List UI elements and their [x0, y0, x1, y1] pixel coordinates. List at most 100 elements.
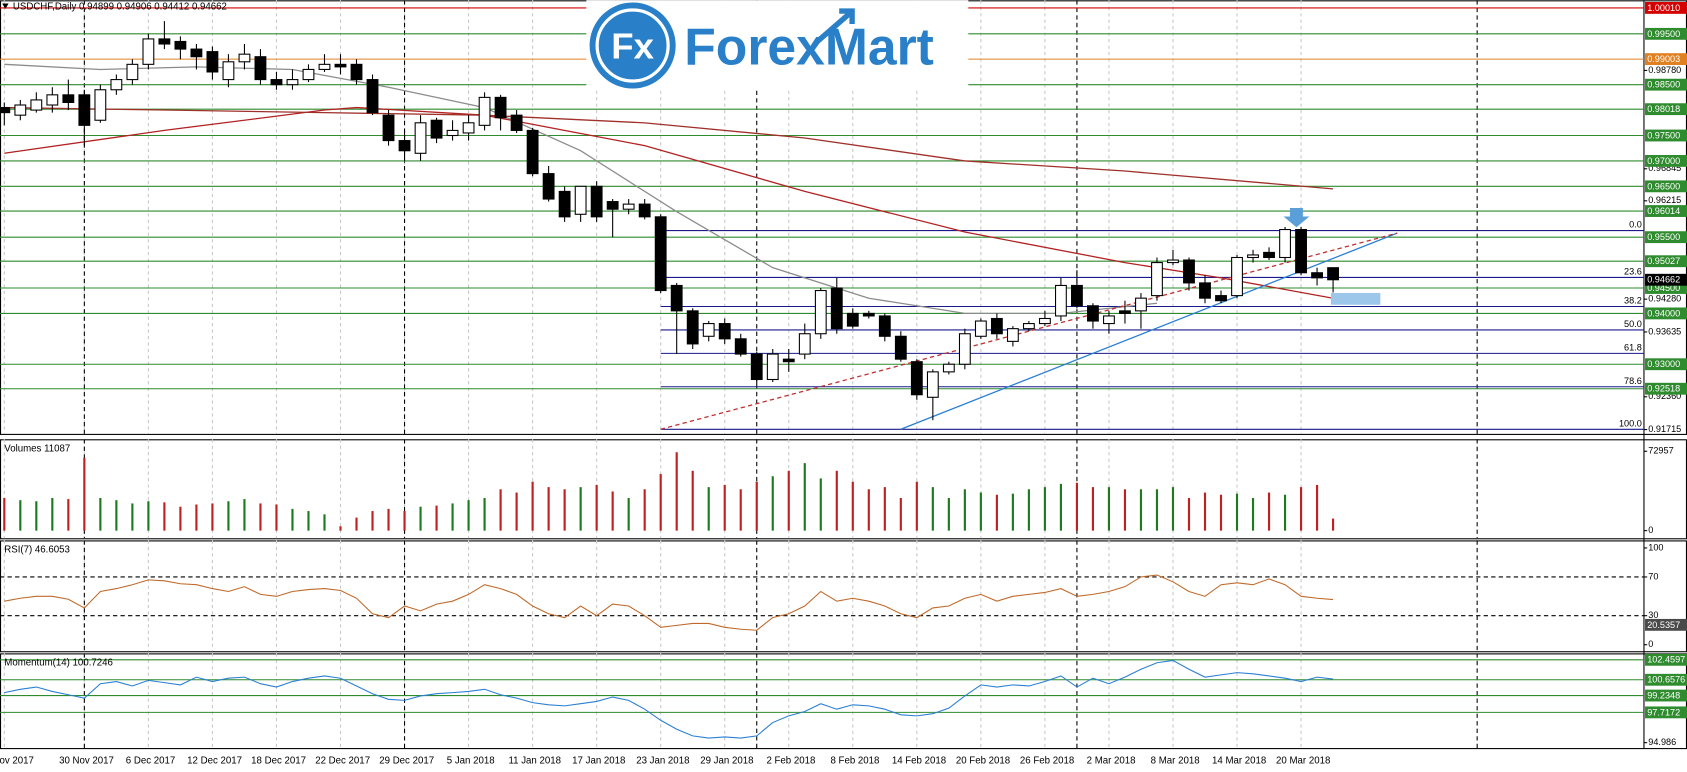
x-tick-label: 8 Feb 2018: [830, 756, 879, 767]
candle-body: [1135, 297, 1147, 312]
candle-body: [702, 323, 715, 337]
candle-body: [1071, 284, 1083, 307]
price-label: 0.94662: [1647, 275, 1680, 285]
candle-body: [46, 94, 59, 106]
price-label-box: [1645, 653, 1687, 666]
x-tick-label: 6 Dec 2017: [126, 756, 175, 767]
candle-body: [798, 333, 811, 355]
x-tick-label: 8 Mar 2018: [1151, 756, 1200, 767]
candle-body: [14, 104, 27, 116]
y-tick-label: 0.96845: [1648, 163, 1681, 173]
candle-body: [0, 107, 11, 114]
candle-body: [638, 203, 651, 218]
price-label: 102.4597: [1647, 655, 1685, 665]
logo-ring: [595, 8, 670, 83]
candle-body: [334, 63, 347, 68]
x-tick-label: 20 Feb 2018: [956, 756, 1010, 767]
price-label-box: [1645, 103, 1687, 116]
x-tick-label: 11 Jan 2018: [508, 756, 561, 767]
x-tick-label: 2 Mar 2018: [1087, 756, 1136, 767]
price-label: 0.96014: [1647, 206, 1680, 216]
panel-title: RSI(7) 46.6053: [4, 545, 70, 556]
trendline: [900, 232, 1398, 430]
x-tick-label: 22 Dec 2017: [315, 756, 370, 767]
candle-body: [686, 310, 699, 345]
fib-label: 78.6: [1624, 376, 1642, 386]
price-label-box: [1645, 231, 1687, 244]
logo-mark: Fx: [611, 25, 654, 66]
candle-body: [846, 312, 859, 327]
x-tick-label: 30 Nov 2017: [59, 756, 114, 767]
candle-body: [766, 353, 779, 381]
price-label-box: [1645, 27, 1687, 40]
candle-body: [1215, 295, 1227, 302]
candle-body: [254, 56, 267, 81]
price-label: 0.99500: [1647, 29, 1680, 39]
candle-body: [1167, 259, 1179, 264]
candle-body: [398, 140, 411, 152]
candle-body: [622, 203, 635, 210]
candle-body: [222, 61, 235, 81]
chart-title: USDCHF,Daily 0.94899 0.94906 0.94412 0.9…: [13, 1, 227, 12]
candle-body: [1199, 282, 1211, 299]
price-label-box: [1645, 673, 1687, 686]
candle-body: [94, 89, 107, 121]
candle-body: [862, 312, 875, 317]
x-tick-label: 12 Dec 2017: [187, 756, 242, 767]
panel-frame: [0, 540, 1687, 653]
panel-title: Momentum(14) 100.7246: [4, 658, 113, 669]
price-label: 1.00010: [1647, 3, 1680, 13]
candle-body: [414, 122, 427, 154]
x-tick-label: 18 Dec 2017: [251, 756, 306, 767]
price-label-box: [1645, 255, 1687, 268]
candle-body: [1247, 254, 1259, 259]
candle-body: [462, 122, 475, 134]
candle-body: [526, 129, 539, 175]
candle-body: [574, 185, 587, 215]
candle-body: [238, 53, 251, 63]
price-label: 0.96500: [1647, 181, 1680, 191]
price-label-box: [1645, 273, 1687, 286]
y-tick-label: 72957: [1648, 446, 1673, 456]
fib-label: 100.0: [1619, 418, 1642, 428]
y-tick-label: 0.93635: [1648, 326, 1681, 336]
price-label: 99.2348: [1647, 691, 1680, 701]
symbol-icon: [2, 3, 9, 9]
candle-body: [318, 63, 331, 70]
price-label: 20.5357: [1647, 620, 1680, 630]
x-tick-label: 17 Jan 2018: [572, 756, 625, 767]
candle-body: [750, 353, 763, 381]
fib-label: 38.2: [1624, 296, 1642, 306]
x-tick-label: 20 Mar 2018: [1276, 756, 1330, 767]
price-label-box: [1645, 53, 1687, 66]
candle-body: [590, 185, 603, 218]
candle-body: [830, 287, 843, 330]
price-label: 0.93000: [1647, 359, 1680, 369]
x-tick-label: 24 Nov 2017: [0, 756, 34, 767]
y-tick-label: 100: [1648, 542, 1663, 552]
candle-body: [126, 63, 139, 81]
candle-body: [718, 323, 731, 340]
price-label: 0.97500: [1647, 130, 1680, 140]
y-tick-label: 0.98780: [1648, 65, 1681, 75]
y-tick-label: 30: [1648, 610, 1658, 620]
y-tick-label: 0.94280: [1648, 294, 1681, 304]
price-label: 0.98018: [1647, 104, 1680, 114]
candle-body: [734, 338, 747, 355]
candle-body: [1038, 317, 1051, 325]
price-label-box: [1645, 358, 1687, 371]
candle-body: [510, 114, 523, 131]
candle-body: [1231, 256, 1243, 297]
y-tick-label: 0.91715: [1648, 424, 1681, 434]
candle-body: [926, 371, 939, 398]
logo-circle: [589, 2, 676, 89]
candle-body: [478, 96, 491, 126]
candle-body: [382, 114, 395, 142]
candle-body: [670, 284, 683, 312]
price-label-box: [1645, 129, 1687, 142]
candle-body: [990, 317, 1003, 335]
candle-body: [1295, 229, 1307, 274]
price-label: 0.98500: [1647, 80, 1680, 90]
candle-body: [1103, 315, 1115, 325]
logo: Fx ForexMart: [586, 0, 969, 91]
